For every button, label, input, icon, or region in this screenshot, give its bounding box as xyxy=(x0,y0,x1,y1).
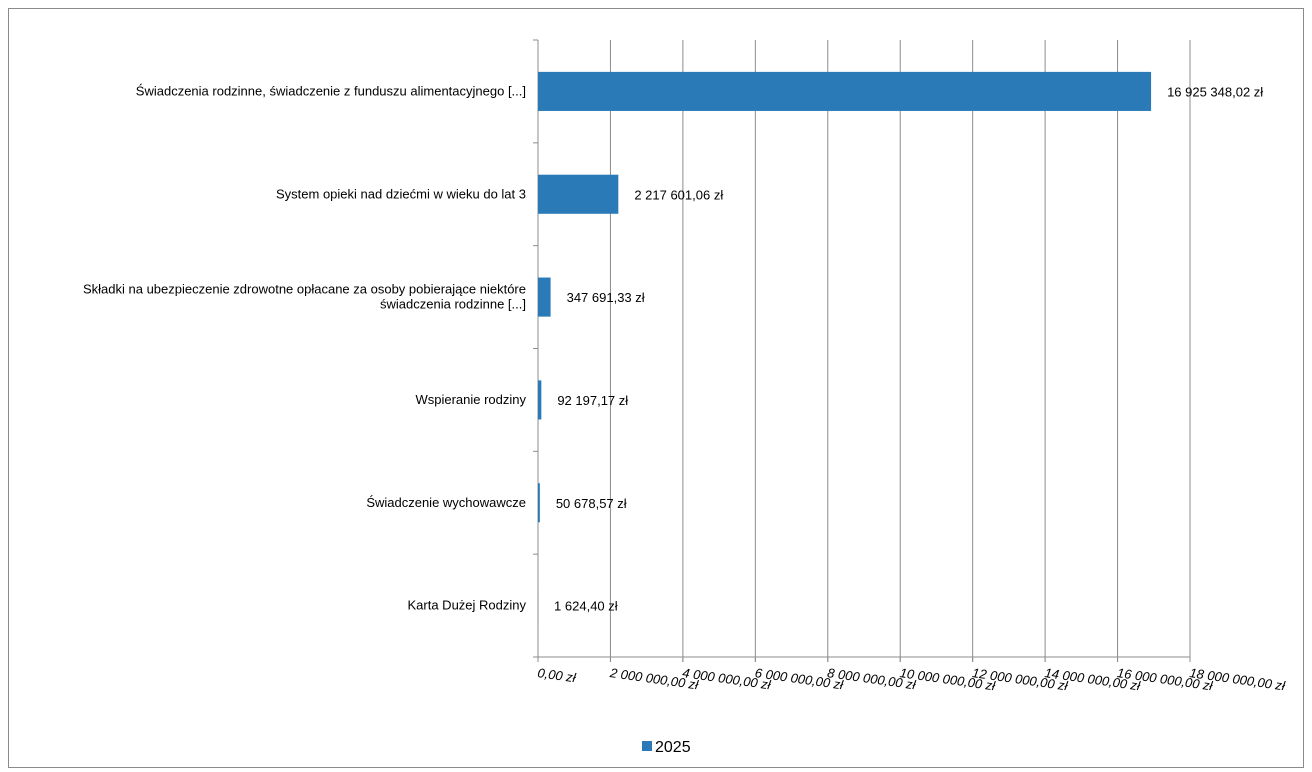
data-label: 1 624,40 zł xyxy=(554,599,618,614)
bar xyxy=(538,380,542,420)
category-label: Składki na ubezpieczenie zdrowotne opłac… xyxy=(83,282,526,297)
data-label: 347 691,33 zł xyxy=(567,290,645,305)
legend: 2025 xyxy=(642,739,691,756)
x-tick-labels: 0,00 zł 2 000 000,00 zł4 000 000,00 zł6 0… xyxy=(537,665,1287,694)
bar xyxy=(538,174,619,214)
category-label: Świadczenie wychowawcze xyxy=(366,495,526,510)
bar xyxy=(538,483,540,523)
data-label: 16 925 348,02 zł xyxy=(1167,84,1263,99)
bar xyxy=(538,277,551,317)
category-labels: Świadczenia rodzinne, świadczenie z fund… xyxy=(83,83,527,612)
data-label: 92 197,17 zł xyxy=(557,393,628,408)
axes xyxy=(533,39,1191,662)
legend-swatch xyxy=(642,741,652,751)
bars xyxy=(538,71,1152,626)
gridlines xyxy=(609,40,1191,662)
chart-frame xyxy=(8,8,1304,768)
data-label: 50 678,57 zł xyxy=(556,496,627,511)
category-label: System opieki nad dziećmi w wieku do lat… xyxy=(276,186,526,201)
data-labels: 16 925 348,02 zł 2 217 601,06 zł 347 691,3… xyxy=(554,84,1263,613)
category-label: Karta Dużej Rodziny xyxy=(408,598,527,613)
category-label: Świadczenia rodzinne, świadczenie z fund… xyxy=(136,83,526,98)
data-label: 2 217 601,06 zł xyxy=(634,187,723,202)
category-label: Wspieranie rodziny xyxy=(415,392,526,407)
category-label: świadczenia rodzinne [...] xyxy=(380,297,526,312)
legend-label: 2025 xyxy=(655,739,691,756)
bar xyxy=(538,71,1152,111)
x-tick-label: 0,00 zł xyxy=(537,665,578,685)
